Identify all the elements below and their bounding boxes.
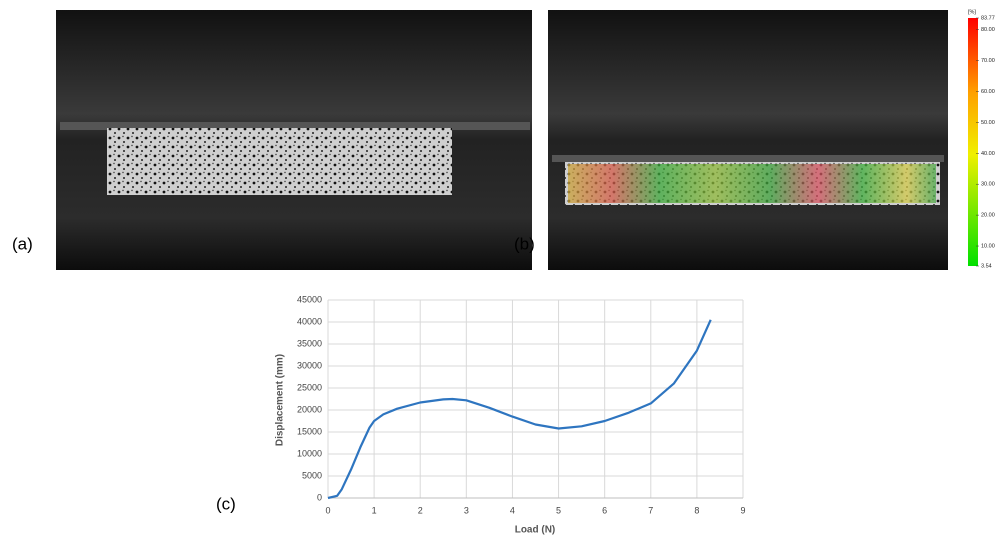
- y-tick-label: 25000: [297, 382, 322, 392]
- x-tick-label: 3: [464, 505, 469, 515]
- photo-b: [548, 10, 948, 270]
- platen: [552, 155, 944, 162]
- y-tick-label: 10000: [297, 448, 322, 458]
- x-tick-label: 9: [740, 505, 745, 515]
- x-tick-label: 4: [510, 505, 515, 515]
- y-tick-label: 5000: [302, 470, 322, 480]
- y-axis-title: Displacement (mm): [275, 354, 286, 446]
- colorbar-label: 50.00: [981, 120, 995, 126]
- specimen: [107, 128, 452, 195]
- colorbar-label: 30.00: [981, 182, 995, 188]
- colorbar-label: 10.00: [981, 243, 995, 249]
- x-tick-label: 0: [325, 505, 330, 515]
- colorbar-label: 3.54: [981, 263, 992, 269]
- colorbar-label: 70.00: [981, 58, 995, 64]
- colorbar-unit: [%]: [968, 9, 976, 15]
- y-tick-label: 15000: [297, 426, 322, 436]
- colorbar: [968, 18, 978, 266]
- x-tick-label: 6: [602, 505, 607, 515]
- y-tick-label: 30000: [297, 360, 322, 370]
- panel-label: (c): [216, 494, 236, 513]
- x-tick-label: 8: [694, 505, 699, 515]
- colorbar-label: 40.00: [981, 151, 995, 157]
- panel-label: (a): [12, 234, 33, 253]
- x-tick-label: 2: [418, 505, 423, 515]
- colorbar-label: 83.77: [981, 15, 995, 21]
- data-line: [327, 319, 712, 500]
- panel-label: (b): [514, 234, 535, 253]
- y-tick-label: 0: [317, 492, 322, 502]
- y-tick-label: 45000: [297, 294, 322, 304]
- colorbar-label: 80.00: [981, 27, 995, 33]
- y-tick-label: 20000: [297, 404, 322, 414]
- y-tick-label: 40000: [297, 316, 322, 326]
- strain-overlay: [568, 164, 936, 203]
- x-axis-title: Load (N): [515, 525, 556, 536]
- platen: [60, 122, 530, 130]
- x-tick-label: 5: [556, 505, 561, 515]
- colorbar-label: 60.00: [981, 89, 995, 95]
- x-tick-label: 1: [372, 505, 377, 515]
- x-tick-label: 7: [648, 505, 653, 515]
- y-tick-label: 35000: [297, 338, 322, 348]
- colorbar-label: 20.00: [981, 213, 995, 219]
